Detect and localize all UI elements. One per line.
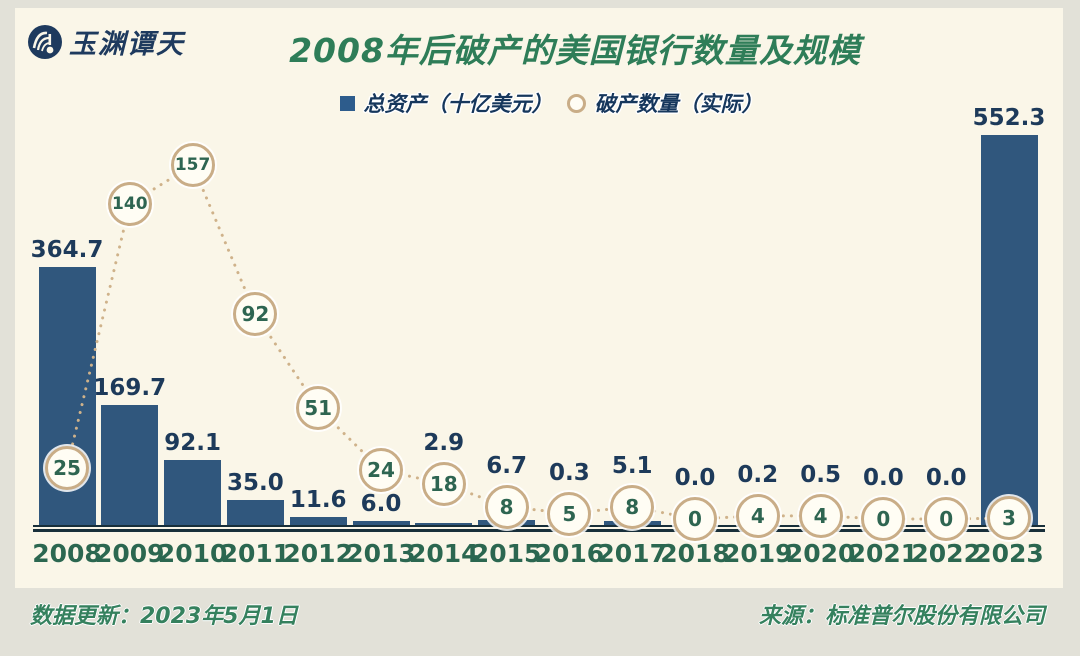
count-marker-2018: 0 <box>673 497 717 541</box>
count-marker-2016: 5 <box>547 491 592 536</box>
x-tick-2022: 2022 <box>911 539 981 568</box>
asset-bar-2023 <box>980 135 1038 525</box>
logo-text: 玉渊谭天 <box>69 29 185 60</box>
count-marker-2008: 25 <box>45 445 89 490</box>
count-value-label-2015: 8 <box>499 494 514 519</box>
count-value-label-2010: 157 <box>174 154 211 175</box>
asset-value-label-2021: 0.0 <box>863 465 904 491</box>
asset-value-label-2008: 364.7 <box>30 237 104 264</box>
count-marker-2009: 140 <box>107 181 152 226</box>
count-value-label-2014: 18 <box>429 471 458 496</box>
asset-value-label-2018: 0.0 <box>674 465 716 491</box>
count-value-label-2020: 4 <box>813 503 828 528</box>
count-value-label-2012: 51 <box>304 396 333 421</box>
count-value-label-2011: 92 <box>241 302 270 327</box>
x-tick-2011: 2011 <box>220 539 291 568</box>
count-marker-2021: 0 <box>861 497 906 541</box>
count-marker-2022: 0 <box>924 497 969 541</box>
count-value-label-2019: 4 <box>750 503 765 528</box>
asset-value-label-2020: 0.5 <box>800 461 841 488</box>
logo: 玉渊谭天 <box>27 22 185 61</box>
x-tick-2014: 2014 <box>409 539 479 568</box>
asset-value-label-2009: 169.7 <box>93 375 167 402</box>
asset-value-label-2014: 2.9 <box>423 429 465 456</box>
count-value-label-2016: 5 <box>562 501 577 526</box>
legend-item-assets: 总资产（十亿美元） <box>339 88 553 118</box>
count-marker-2023: 3 <box>987 496 1031 541</box>
count-marker-2011: 92 <box>233 292 278 337</box>
asset-value-label-2023: 552.3 <box>972 105 1046 131</box>
asset-value-label-2010: 92.1 <box>164 429 221 456</box>
asset-value-label-2011: 35.0 <box>227 470 284 497</box>
source-note: 来源：标准普尔股份有限公司 <box>758 604 1045 629</box>
x-tick-2019: 2019 <box>723 539 793 568</box>
x-tick-2013: 2013 <box>346 539 416 568</box>
x-tick-2015: 2015 <box>471 539 542 568</box>
count-circle-icon <box>566 93 586 113</box>
count-marker-2010: 157 <box>170 142 215 187</box>
count-marker-2015: 8 <box>484 484 529 529</box>
asset-value-label-2012: 11.6 <box>289 486 347 513</box>
asset-value-label-2017: 5.1 <box>611 452 653 479</box>
chart-title: 2008年后破产的美国银行数量及规模 <box>289 31 861 70</box>
x-axis-line <box>33 525 1045 527</box>
data-updated-note: 数据更新：2023年5月1日 <box>30 604 298 629</box>
count-value-label-2008: 25 <box>53 455 81 480</box>
x-tick-2021: 2021 <box>848 539 919 568</box>
count-value-label-2023: 3 <box>1002 506 1016 531</box>
asset-value-label-2019: 0.2 <box>737 461 779 488</box>
x-axis-line <box>33 529 1045 532</box>
legend-label-count: 破产数量（实际） <box>594 92 763 116</box>
asset-bar-2013 <box>352 520 410 525</box>
x-tick-2023: 2023 <box>974 539 1044 568</box>
asset-bar-2012 <box>289 516 347 525</box>
asset-bar-2011 <box>226 500 284 525</box>
x-tick-2009: 2009 <box>95 539 165 568</box>
chart-card: 玉渊谭天 2008年后破产的美国银行数量及规模 总资产（十亿美元） 破产数量（实… <box>15 8 1063 588</box>
chart-plot-area: 364.7 25 2008 169.7 140 2009 92.1 157 2010 35.0 92… <box>31 100 1046 570</box>
count-marker-2019: 4 <box>735 493 780 538</box>
asset-bar-2014 <box>415 522 473 525</box>
x-tick-2010: 2010 <box>157 539 228 568</box>
x-tick-2016: 2016 <box>534 539 605 568</box>
count-value-label-2017: 8 <box>625 494 640 519</box>
x-tick-2020: 2020 <box>785 539 856 568</box>
x-tick-2012: 2012 <box>283 539 353 568</box>
count-value-label-2013: 24 <box>367 457 395 482</box>
asset-value-label-2013: 6.0 <box>360 490 402 517</box>
logo-wave-icon <box>28 24 62 59</box>
asset-value-label-2016: 0.3 <box>549 459 590 486</box>
count-value-label-2021: 0 <box>876 507 891 531</box>
count-value-label-2022: 0 <box>939 507 954 531</box>
count-marker-2012: 51 <box>296 386 341 431</box>
legend-label-assets: 总资产（十亿美元） <box>363 92 553 116</box>
count-value-label-2009: 140 <box>112 193 148 214</box>
x-tick-2008: 2008 <box>32 539 102 568</box>
count-marker-2020: 4 <box>798 493 843 538</box>
asset-bar-2010 <box>164 459 222 525</box>
asset-bar-2009 <box>101 405 159 525</box>
x-tick-2018: 2018 <box>660 539 730 568</box>
count-value-label-2018: 0 <box>688 507 702 531</box>
count-marker-2017: 8 <box>610 484 655 529</box>
count-marker-2014: 18 <box>421 461 466 506</box>
legend-item-count: 破产数量（实际） <box>566 88 763 118</box>
assets-square-icon <box>339 95 355 111</box>
asset-value-label-2022: 0.0 <box>925 465 967 491</box>
count-marker-2013: 24 <box>359 447 403 492</box>
legend: 总资产（十亿美元） 破产数量（实际） <box>27 88 1075 118</box>
asset-value-label-2015: 6.7 <box>486 452 527 479</box>
x-tick-2017: 2017 <box>597 539 667 568</box>
